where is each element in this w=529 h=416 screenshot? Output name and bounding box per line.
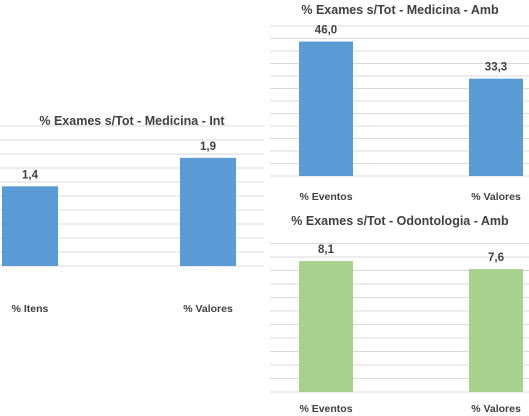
chart-svg-odontologia-amb: % Exames s/Tot - Odontologia - Amb 8,1 % … <box>270 214 529 415</box>
category-label: % Valores <box>471 191 521 203</box>
category-label: % Eventos <box>299 191 352 203</box>
chart-title: % Exames s/Tot - Odontologia - Amb <box>291 214 509 228</box>
chart-title: % Exames s/Tot - Medicina - Int <box>39 114 225 128</box>
data-label: 33,3 <box>485 62 507 74</box>
category-label: % Valores <box>183 303 233 315</box>
data-label: 1,4 <box>22 169 39 181</box>
category-label: % Itens <box>12 303 49 315</box>
category-label: % Valores <box>471 403 521 415</box>
chart-title: % Exames s/Tot - Medicina - Amb <box>301 3 499 17</box>
bar <box>299 41 353 177</box>
data-label: 46,0 <box>315 25 337 37</box>
bar <box>299 261 353 392</box>
bar <box>2 186 58 266</box>
bar <box>469 78 523 176</box>
bar <box>469 269 523 392</box>
chart-panel-medicina-int: % Exames s/Tot - Medicina - Int 1,4 % Ite… <box>0 96 264 324</box>
data-label: 8,1 <box>318 244 335 256</box>
data-label: 1,9 <box>200 141 216 153</box>
chart-panel-odontologia-amb: % Exames s/Tot - Odontologia - Amb 8,1 % … <box>270 212 529 416</box>
chart-svg-medicina-int: % Exames s/Tot - Medicina - Int 1,4 % Ite… <box>0 114 264 315</box>
chart-panel-medicina-amb: % Exames s/Tot - Medicina - Amb 46,0 % Ev… <box>270 0 529 212</box>
category-label: % Eventos <box>299 403 352 415</box>
data-label: 7,6 <box>488 252 504 264</box>
bar <box>180 157 236 266</box>
chart-svg-medicina-amb: % Exames s/Tot - Medicina - Amb 46,0 % Ev… <box>270 3 529 203</box>
